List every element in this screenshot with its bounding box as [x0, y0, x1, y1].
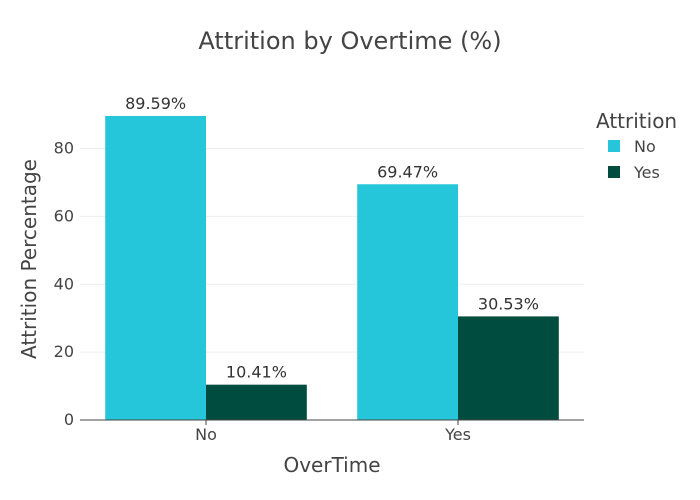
- y-tick-label: 20: [54, 342, 74, 361]
- bar-data-label: 69.47%: [377, 162, 438, 181]
- bar[interactable]: [105, 115, 206, 420]
- y-tick-label: 60: [54, 206, 74, 225]
- legend-title: Attrition: [596, 109, 677, 133]
- bar-data-label: 30.53%: [478, 294, 539, 313]
- bar[interactable]: [357, 184, 458, 420]
- x-tick-label: Yes: [444, 425, 471, 444]
- bar[interactable]: [458, 316, 559, 420]
- y-axis-title: Attrition Percentage: [17, 159, 41, 359]
- legend[interactable]: Attrition No Yes: [596, 109, 677, 182]
- bar-data-label: 89.59%: [125, 94, 186, 113]
- legend-swatch[interactable]: [608, 140, 620, 152]
- legend-label[interactable]: Yes: [633, 163, 660, 182]
- bar-labels: 89.59% 10.41% 69.47% 30.53%: [125, 94, 539, 382]
- legend-swatch[interactable]: [608, 166, 620, 178]
- chart-title: Attrition by Overtime (%): [198, 27, 501, 55]
- bars: [105, 115, 559, 420]
- x-ticks: No Yes: [195, 420, 471, 444]
- x-axis-title: OverTime: [283, 453, 380, 477]
- y-tick-label: 0: [64, 410, 74, 429]
- bar[interactable]: [206, 384, 307, 420]
- legend-label[interactable]: No: [634, 137, 656, 156]
- y-tick-label: 80: [54, 139, 74, 158]
- bar-data-label: 10.41%: [226, 363, 287, 382]
- y-tick-label: 40: [54, 274, 74, 293]
- y-ticks: 0 20 40 60 80: [54, 139, 74, 429]
- x-tick-label: No: [195, 425, 217, 444]
